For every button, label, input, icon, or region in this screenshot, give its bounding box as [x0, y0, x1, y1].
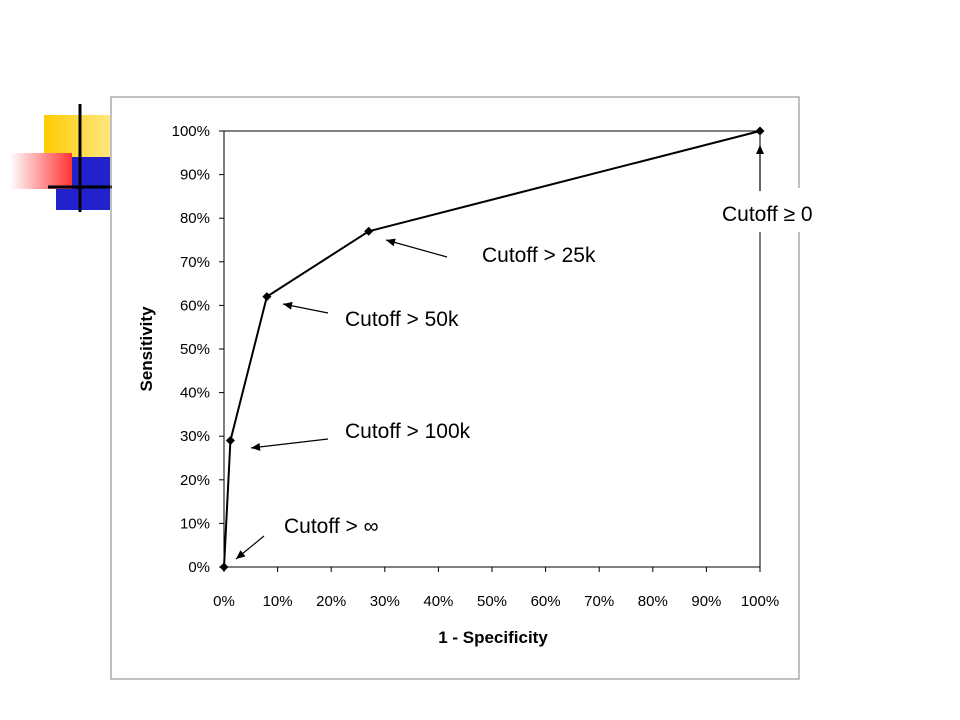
y-tick-label: 80%: [180, 210, 210, 227]
x-tick-label: 30%: [370, 593, 400, 610]
x-tick-label: 60%: [531, 593, 561, 610]
x-tick-label: 70%: [584, 593, 614, 610]
annotation-arrowhead: [283, 301, 293, 310]
x-tick-label: 100%: [741, 593, 779, 610]
y-tick-label: 50%: [180, 341, 210, 358]
annotation-arrowhead: [236, 550, 246, 559]
y-tick-label: 10%: [180, 515, 210, 532]
data-point: [225, 436, 235, 446]
x-tick-label: 20%: [316, 593, 346, 610]
x-axis-title: 1 - Specificity: [438, 628, 548, 647]
data-point: [262, 292, 272, 302]
annotation-arrow: [250, 438, 329, 449]
annotation-arrowhead: [386, 238, 396, 247]
annotation-arrowhead: [756, 145, 764, 154]
x-tick-label: 0%: [213, 593, 235, 610]
ornament-red-square: [10, 153, 72, 189]
axes: [223, 130, 761, 568]
data-point: [219, 562, 229, 572]
annotation-arrow: [385, 239, 448, 258]
annotation-label: Cutoff > 25k: [482, 244, 596, 267]
roc-line: [223, 130, 761, 568]
x-tick-label: 80%: [638, 593, 668, 610]
y-tick-labels: 0% 10% 20% 30% 40% 50% 60% 70% 80% 90% 100%: [172, 123, 224, 576]
chart-frame: [110, 96, 800, 680]
y-tick-label: 30%: [180, 428, 210, 445]
slide-ornament: [10, 104, 112, 212]
annotation-label: Cutoff > ∞: [284, 515, 379, 538]
series-line: [223, 130, 761, 568]
x-tick-label: 10%: [263, 593, 293, 610]
data-points: [219, 126, 765, 572]
annotation-label: Cutoff > 50k: [345, 308, 459, 331]
annotation-background: [714, 188, 864, 232]
data-point: [364, 226, 374, 236]
annotation-label: Cutoff > 100k: [345, 420, 471, 443]
y-tick-label: 20%: [180, 472, 210, 489]
y-tick-label: 70%: [180, 254, 210, 271]
y-tick-label: 0%: [188, 559, 210, 576]
annotation-label: Cutoff ≥ 0: [722, 203, 813, 226]
y-tick-label: 90%: [180, 167, 210, 184]
annotations: Cutoff > ∞ Cutoff > 100k Cutoff > 50k Cutof…: [235, 145, 864, 560]
x-tick-label: 40%: [423, 593, 453, 610]
annotation-arrowhead: [251, 442, 261, 451]
y-tick-label: 40%: [180, 385, 210, 402]
x-tick-label: 90%: [691, 593, 721, 610]
y-tick-label: 60%: [180, 297, 210, 314]
x-tick-labels: 0% 10% 20% 30% 40% 50% 60% 70% 80% 90% 100%: [213, 567, 779, 610]
y-tick-label: 100%: [172, 123, 210, 140]
x-tick-label: 50%: [477, 593, 507, 610]
data-point: [755, 126, 765, 136]
y-axis-title: Sensitivity: [137, 306, 156, 392]
